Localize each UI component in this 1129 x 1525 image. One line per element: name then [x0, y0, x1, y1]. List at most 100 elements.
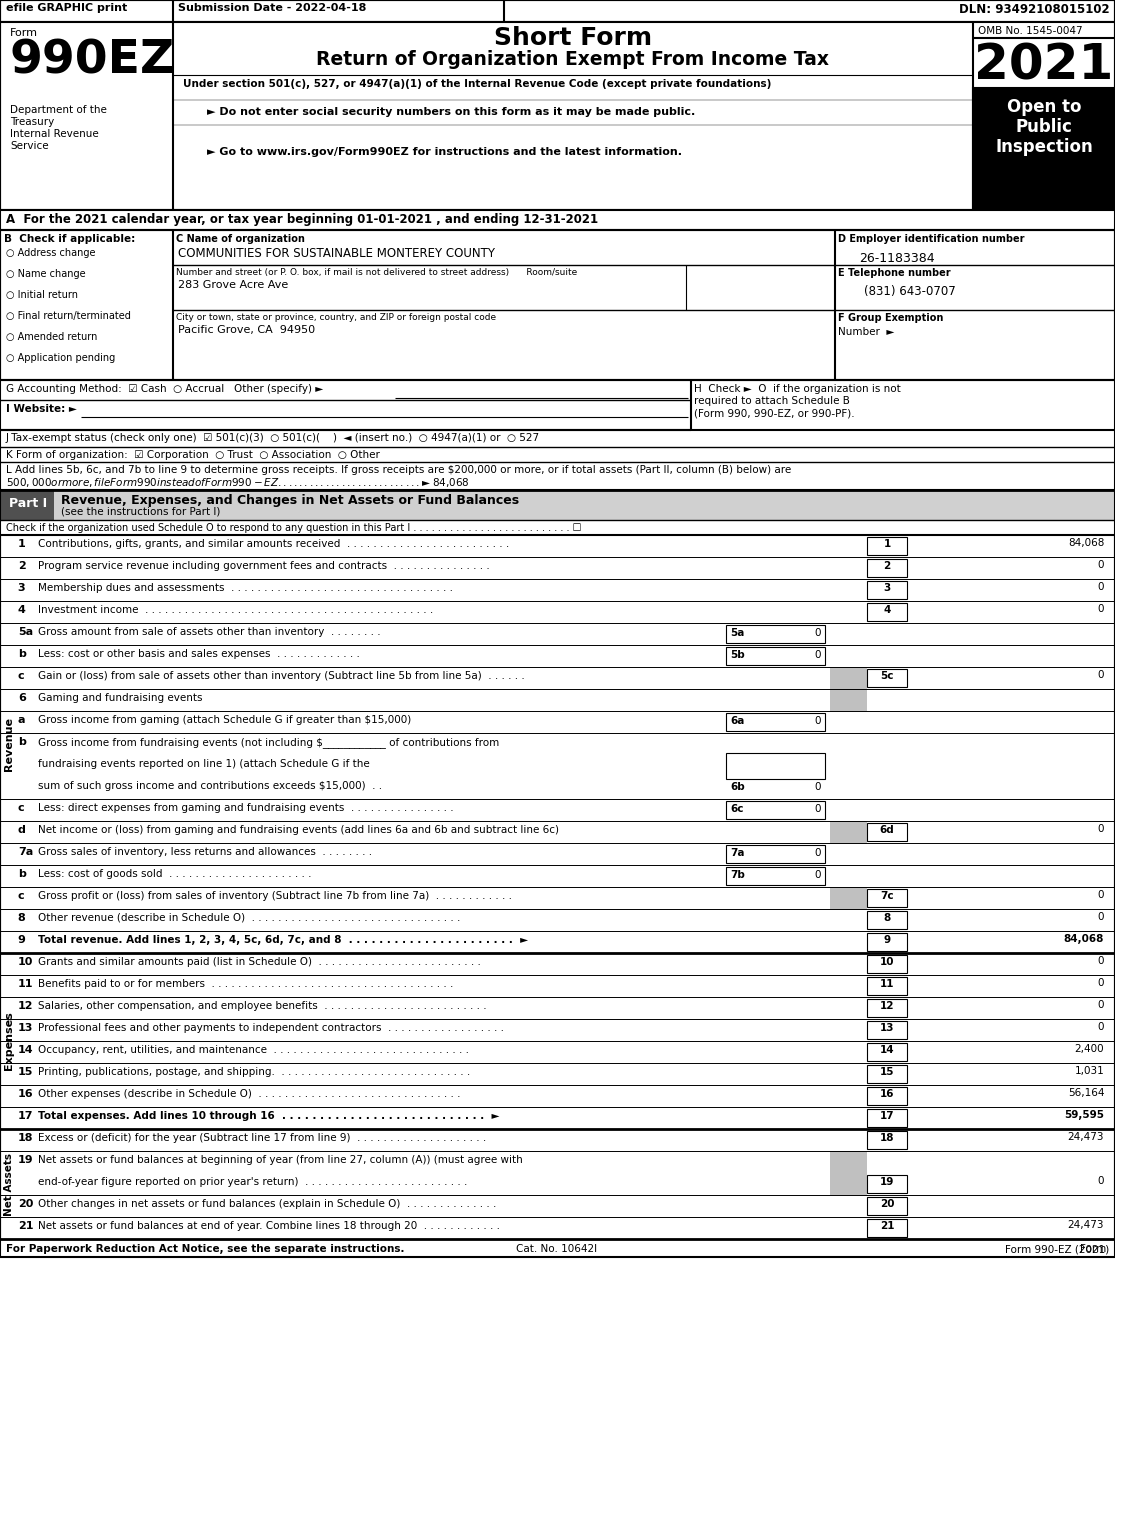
- Bar: [0, 0, 1115, 21]
- Bar: [867, 1197, 907, 1215]
- Bar: [726, 647, 824, 665]
- Text: Submission Date - 2022-04-18: Submission Date - 2022-04-18: [177, 3, 366, 14]
- Text: 5b: 5b: [730, 650, 745, 660]
- Text: Cat. No. 10642I: Cat. No. 10642I: [516, 1244, 597, 1254]
- Text: 0: 0: [814, 869, 821, 880]
- Text: Return of Organization Exempt From Income Tax: Return of Organization Exempt From Incom…: [316, 50, 830, 69]
- Text: 19: 19: [879, 1177, 894, 1186]
- Text: Contributions, gifts, grants, and similar amounts received  . . . . . . . . . . : Contributions, gifts, grants, and simila…: [37, 538, 509, 549]
- Text: $500,000 or more, file Form 990 instead of Form 990-EZ  . . . . . . . . . . . . : $500,000 or more, file Form 990 instead …: [6, 476, 470, 490]
- Text: Occupancy, rent, utilities, and maintenance  . . . . . . . . . . . . . . . . . .: Occupancy, rent, utilities, and maintena…: [37, 1045, 469, 1055]
- Text: Other changes in net assets or fund balances (explain in Schedule O)  . . . . . : Other changes in net assets or fund bala…: [37, 1199, 496, 1209]
- Text: 0: 0: [1097, 978, 1104, 988]
- Text: 5a: 5a: [18, 627, 33, 637]
- Text: Form: Form: [10, 27, 38, 38]
- Text: 2: 2: [18, 561, 26, 570]
- Text: 18: 18: [879, 1133, 894, 1144]
- Text: 2,400: 2,400: [1075, 1045, 1104, 1054]
- Text: c: c: [18, 671, 25, 682]
- Text: 6: 6: [18, 692, 26, 703]
- Text: 18: 18: [18, 1133, 33, 1144]
- Text: Internal Revenue: Internal Revenue: [10, 130, 98, 139]
- Text: 12: 12: [18, 1000, 33, 1011]
- Bar: [0, 490, 1115, 520]
- Text: Less: direct expenses from gaming and fundraising events  . . . . . . . . . . . : Less: direct expenses from gaming and fu…: [37, 804, 453, 813]
- Text: City or town, state or province, country, and ZIP or foreign postal code: City or town, state or province, country…: [176, 313, 496, 322]
- Text: 7a: 7a: [18, 846, 33, 857]
- Bar: [726, 714, 824, 730]
- Text: 7c: 7c: [881, 891, 894, 901]
- Bar: [0, 1107, 1115, 1128]
- Bar: [0, 953, 1115, 974]
- Text: Department of the: Department of the: [10, 105, 107, 114]
- Text: H  Check ►  O  if the organization is not: H Check ► O if the organization is not: [694, 384, 901, 393]
- Text: Less: cost or other basis and sales expenses  . . . . . . . . . . . . .: Less: cost or other basis and sales expe…: [37, 650, 359, 659]
- Text: a: a: [18, 715, 25, 724]
- Bar: [0, 997, 1115, 1019]
- Bar: [867, 933, 907, 952]
- Bar: [867, 824, 907, 840]
- Text: Public: Public: [1016, 117, 1073, 136]
- Text: 24,473: 24,473: [1068, 1220, 1104, 1231]
- Text: Pacific Grove, CA  94950: Pacific Grove, CA 94950: [177, 325, 315, 336]
- Text: Benefits paid to or for members  . . . . . . . . . . . . . . . . . . . . . . . .: Benefits paid to or for members . . . . …: [37, 979, 453, 990]
- Text: COMMUNITIES FOR SUSTAINABLE MONTEREY COUNTY: COMMUNITIES FOR SUSTAINABLE MONTEREY COU…: [177, 247, 495, 259]
- Text: 0: 0: [1097, 1176, 1104, 1186]
- Text: 26-1183384: 26-1183384: [859, 252, 935, 265]
- Text: (831) 643-0707: (831) 643-0707: [864, 285, 956, 297]
- Text: E Telephone number: E Telephone number: [838, 268, 951, 278]
- Bar: [0, 1151, 1115, 1196]
- Text: b: b: [18, 650, 26, 659]
- Text: Grants and similar amounts paid (list in Schedule O)  . . . . . . . . . . . . . : Grants and similar amounts paid (list in…: [37, 958, 481, 967]
- Text: fundraising events reported on line 1) (attach Schedule G if the: fundraising events reported on line 1) (…: [37, 759, 369, 769]
- Text: 3: 3: [18, 583, 26, 593]
- Text: 6b: 6b: [730, 782, 745, 791]
- Text: Gross income from gaming (attach Schedule G if greater than $15,000): Gross income from gaming (attach Schedul…: [37, 715, 411, 724]
- Bar: [0, 1084, 1115, 1107]
- Text: 0: 0: [814, 628, 821, 637]
- Text: ► Go to www.irs.gov/Form990EZ for instructions and the latest information.: ► Go to www.irs.gov/Form990EZ for instru…: [208, 146, 682, 157]
- Text: 9: 9: [18, 935, 26, 945]
- Text: Gross amount from sale of assets other than inventory  . . . . . . . .: Gross amount from sale of assets other t…: [37, 627, 380, 637]
- Text: Membership dues and assessments  . . . . . . . . . . . . . . . . . . . . . . . .: Membership dues and assessments . . . . …: [37, 583, 453, 593]
- Text: 84,068: 84,068: [1064, 933, 1104, 944]
- Text: Short Form: Short Form: [493, 26, 651, 50]
- Bar: [0, 1042, 1115, 1063]
- Bar: [0, 1019, 1115, 1042]
- Text: 7b: 7b: [730, 869, 745, 880]
- Bar: [867, 999, 907, 1017]
- Text: required to attach Schedule B: required to attach Schedule B: [694, 396, 850, 406]
- Bar: [867, 1109, 907, 1127]
- Bar: [0, 580, 1115, 601]
- Text: 13: 13: [18, 1023, 33, 1032]
- Text: 12: 12: [879, 1000, 894, 1011]
- Text: 6c: 6c: [730, 804, 743, 814]
- Text: K Form of organization:  ☑ Corporation  ○ Trust  ○ Association  ○ Other: K Form of organization: ☑ Corporation ○ …: [6, 450, 379, 461]
- Bar: [0, 666, 1115, 689]
- Bar: [726, 868, 824, 884]
- Bar: [0, 1217, 1115, 1238]
- Text: 0: 0: [1097, 1000, 1104, 1010]
- Text: C Name of organization: C Name of organization: [176, 233, 305, 244]
- Text: G Accounting Method:  ☑ Cash  ○ Accrual   Other (specify) ►: G Accounting Method: ☑ Cash ○ Accrual Ot…: [6, 384, 323, 393]
- Text: Number and street (or P. O. box, if mail is not delivered to street address)    : Number and street (or P. O. box, if mail…: [176, 268, 577, 278]
- Text: 1: 1: [883, 538, 891, 549]
- Text: Number  ►: Number ►: [838, 326, 894, 337]
- Text: Form: Form: [1079, 1244, 1109, 1254]
- Text: 15: 15: [18, 1068, 33, 1077]
- Bar: [0, 1063, 1115, 1084]
- Text: 5a: 5a: [730, 628, 744, 637]
- Text: Net assets or fund balances at beginning of year (from line 27, column (A)) (mus: Net assets or fund balances at beginning…: [37, 1154, 523, 1165]
- Text: 0: 0: [1097, 560, 1104, 570]
- Bar: [0, 843, 1115, 865]
- Text: efile GRAPHIC print: efile GRAPHIC print: [6, 3, 128, 14]
- Bar: [0, 909, 1115, 930]
- Text: 0: 0: [1097, 956, 1104, 965]
- Text: Check if the organization used Schedule O to respond to any question in this Par: Check if the organization used Schedule …: [6, 523, 581, 534]
- Text: ○ Initial return: ○ Initial return: [6, 290, 78, 300]
- Bar: [973, 88, 1115, 210]
- Bar: [867, 1022, 907, 1039]
- Text: For Paperwork Reduction Act Notice, see the separate instructions.: For Paperwork Reduction Act Notice, see …: [6, 1244, 404, 1254]
- Text: ○ Final return/terminated: ○ Final return/terminated: [6, 311, 131, 320]
- Bar: [726, 753, 824, 779]
